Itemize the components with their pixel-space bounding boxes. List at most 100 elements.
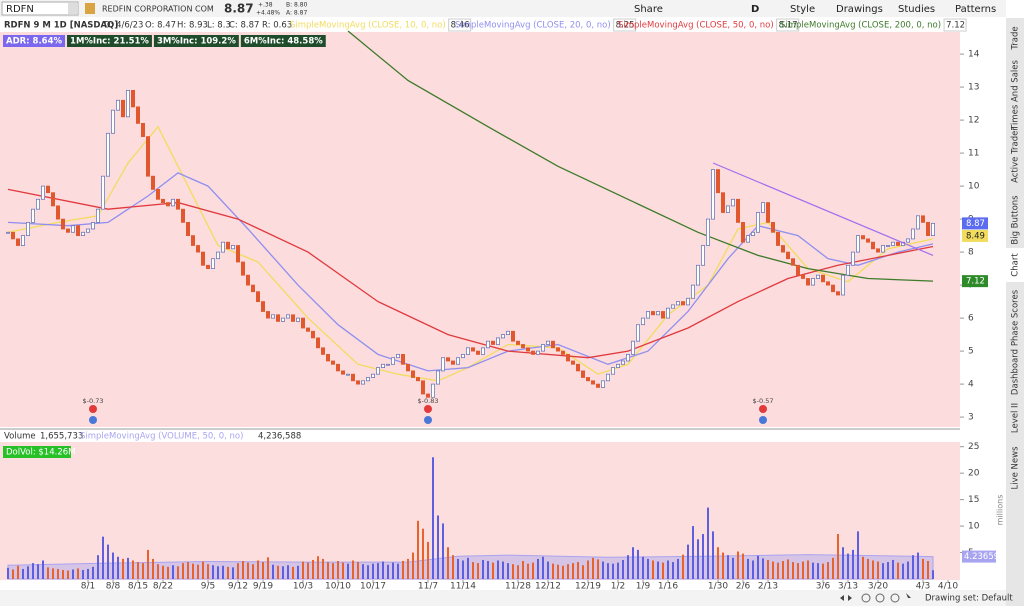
x-tick-label: 9/19: [253, 582, 273, 592]
candle: [736, 198, 741, 223]
sidebar-tab[interactable]: Phase Scores: [1011, 289, 1021, 346]
volume-bar: [807, 560, 809, 579]
candle: [806, 278, 811, 286]
change: +.38: [258, 2, 273, 9]
candle: [81, 231, 86, 236]
candle: [911, 228, 916, 240]
symbol-dropdown[interactable]: [68, 3, 78, 14]
volume-bar: [52, 568, 54, 579]
candle: [931, 222, 936, 236]
dividend-marker: [89, 416, 97, 424]
volume-bar: [247, 562, 249, 579]
badge: [153, 35, 239, 47]
sidebar-tab[interactable]: Times And Sales: [1011, 60, 1021, 131]
volume-bar: [517, 565, 519, 579]
candle: [365, 377, 370, 382]
volume-bar: [562, 565, 564, 579]
volume-bar: [442, 523, 444, 579]
candle: [300, 317, 305, 329]
volume-bar: [447, 547, 449, 579]
x-tick-label: 12/19: [575, 582, 601, 592]
candle: [891, 241, 896, 246]
symbol[interactable]: RDFN: [6, 4, 34, 15]
candle: [350, 373, 355, 382]
candle: [61, 218, 66, 230]
study-value: 8.17: [779, 21, 798, 31]
candle: [536, 350, 541, 355]
candle: [101, 175, 106, 210]
volume-bar: [277, 565, 279, 579]
x-tick-label: 4/10: [938, 582, 958, 592]
volume-bar: [672, 562, 674, 579]
volume-bar: [512, 564, 514, 579]
candle: [111, 109, 116, 134]
candle: [896, 241, 901, 246]
candle: [180, 208, 185, 223]
candle: [126, 89, 131, 118]
share-button[interactable]: Share: [634, 4, 663, 15]
volume-bar: [392, 562, 394, 579]
zoom-controls[interactable]: [840, 593, 911, 603]
candle: [766, 202, 771, 223]
volume-bar: [857, 531, 859, 579]
volume-bar: [647, 558, 649, 579]
volume-bar: [487, 561, 489, 579]
drawing-set[interactable]: Drawing set: Default: [925, 594, 1013, 604]
sidebar-tab[interactable]: Active Trader: [1011, 127, 1021, 183]
candle: [130, 89, 135, 108]
volume-bar: [477, 563, 479, 579]
last-price: 8.87: [224, 2, 254, 16]
volume-bar: [417, 520, 419, 579]
candle: [355, 380, 360, 385]
candle: [921, 215, 926, 223]
sidebar-tab[interactable]: Level II: [1011, 403, 1021, 433]
sidebar-tab[interactable]: Trade: [1011, 26, 1021, 50]
volume-bar: [527, 563, 529, 579]
sidebar-tab[interactable]: Dashboard: [1011, 349, 1021, 395]
candle: [761, 202, 766, 213]
sidebar-tab[interactable]: Big Buttons: [1011, 195, 1021, 245]
volume-bar: [872, 560, 874, 579]
x-tick-label: 1/16: [658, 582, 678, 592]
style-button[interactable]: Style: [790, 4, 815, 15]
sidebar-tab[interactable]: Live News: [1011, 446, 1021, 490]
candle: [30, 208, 35, 223]
link-icon[interactable]: [85, 3, 95, 14]
patterns-button[interactable]: Patterns: [955, 4, 996, 15]
candle: [10, 231, 15, 240]
sidebar-tab[interactable]: Chart: [1011, 253, 1021, 277]
candle: [56, 205, 61, 220]
x-tick-label: 1/9: [636, 582, 651, 592]
volume-bar: [532, 562, 534, 579]
volume-bar: [302, 561, 304, 579]
candle: [686, 297, 691, 306]
volume-bar: [72, 569, 74, 579]
volume-bar: [827, 562, 829, 579]
period-button[interactable]: D: [751, 4, 759, 15]
candle: [646, 311, 651, 319]
candle: [250, 284, 255, 293]
candle: [465, 347, 470, 355]
badge-text: 3M%Inc: 109.2%: [157, 37, 236, 47]
candle: [791, 258, 796, 266]
volume-bar: [537, 558, 539, 579]
studies-button[interactable]: Studies: [898, 4, 935, 15]
volume-bar: [232, 567, 234, 579]
study-value-box: [776, 18, 800, 32]
drawings-button[interactable]: Drawings: [836, 4, 883, 15]
candle: [6, 231, 11, 234]
candle: [681, 301, 686, 306]
volume-bar: [152, 558, 154, 579]
candle: [41, 185, 46, 200]
volume-bar: [567, 564, 569, 579]
candle: [190, 235, 195, 246]
candle: [611, 367, 616, 375]
volume-bar: [142, 563, 144, 579]
moving-average: [347, 30, 934, 282]
candle: [215, 251, 220, 260]
candle: [495, 337, 500, 345]
y-tick-label: 3: [968, 413, 974, 423]
earnings-marker: [759, 405, 767, 413]
volume-bar: [877, 561, 879, 579]
volume-bar: [737, 551, 739, 579]
